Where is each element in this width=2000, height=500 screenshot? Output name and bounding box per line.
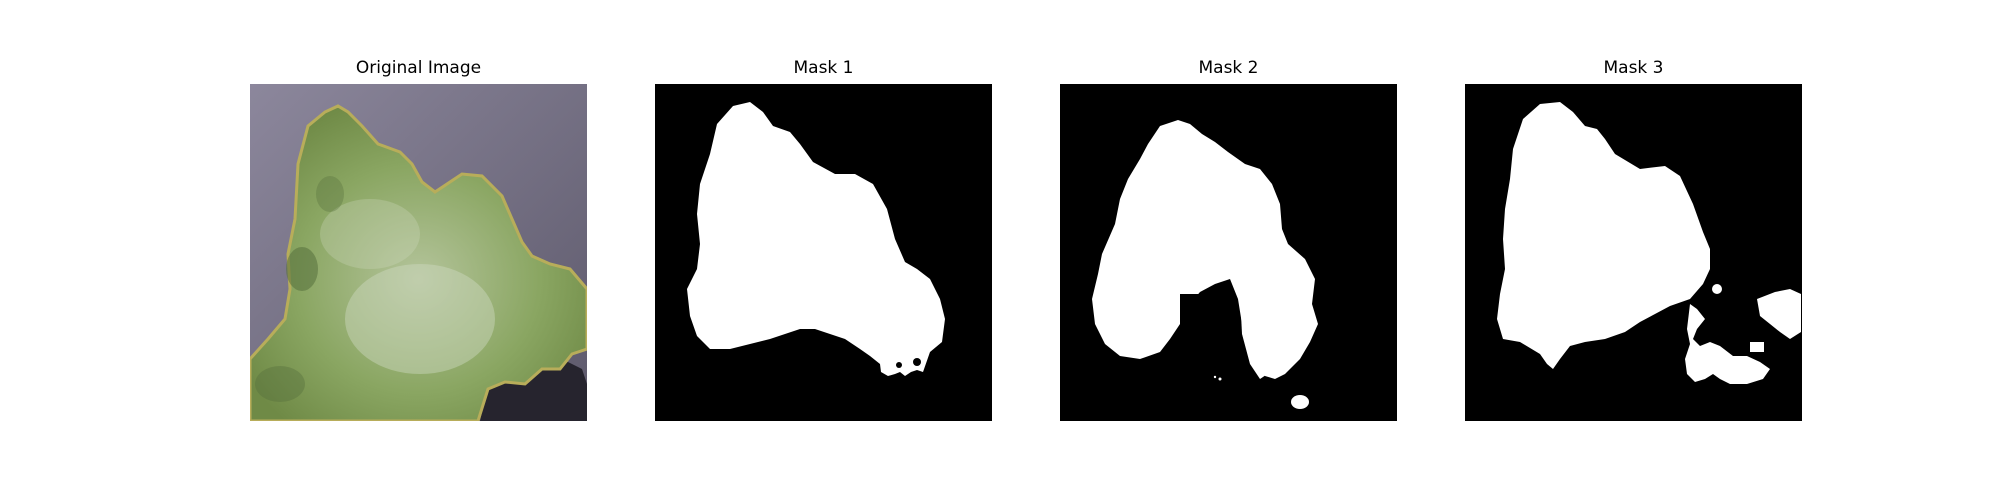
leaf-dark-patch (255, 366, 305, 402)
panel-title: Mask 2 (1198, 58, 1259, 78)
leaf (250, 104, 587, 421)
panel-title: Mask 1 (793, 58, 854, 78)
panel-mask-1: Mask 1 (655, 0, 992, 500)
panel-mask-3: Mask 3 (1465, 0, 1802, 500)
panel-title: Mask 3 (1603, 58, 1664, 78)
mask-region (687, 102, 945, 376)
mask-image (655, 84, 992, 421)
panel-title: Original Image (355, 58, 482, 78)
panel-original-image: Original Image (250, 0, 587, 500)
mask-region (1497, 102, 1710, 369)
leaf-dark-patch (316, 176, 344, 212)
leaf-dark-patch (286, 247, 318, 291)
mask-blob (1685, 304, 1770, 384)
mask-image (1060, 84, 1397, 421)
mask-blob (1757, 289, 1801, 339)
mask-image (1465, 84, 1802, 421)
panel-mask-2: Mask 2 (1060, 0, 1397, 500)
leaf-highlight (320, 199, 420, 269)
mask-blob (1291, 395, 1309, 409)
leaf-photo (250, 84, 587, 421)
leaf-highlight (345, 264, 495, 374)
